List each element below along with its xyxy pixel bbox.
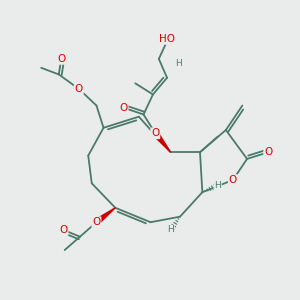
Text: H: H bbox=[167, 226, 174, 235]
Text: O: O bbox=[59, 225, 68, 235]
Text: H: H bbox=[214, 181, 221, 190]
Polygon shape bbox=[153, 132, 171, 152]
Text: O: O bbox=[264, 147, 272, 157]
Text: HO: HO bbox=[159, 34, 175, 44]
Text: H: H bbox=[176, 59, 182, 68]
Polygon shape bbox=[94, 208, 115, 224]
Text: O: O bbox=[57, 54, 65, 64]
Text: O: O bbox=[151, 128, 159, 138]
Text: O: O bbox=[229, 175, 237, 185]
Text: O: O bbox=[92, 217, 101, 227]
Text: O: O bbox=[75, 84, 83, 94]
Text: O: O bbox=[119, 103, 128, 113]
